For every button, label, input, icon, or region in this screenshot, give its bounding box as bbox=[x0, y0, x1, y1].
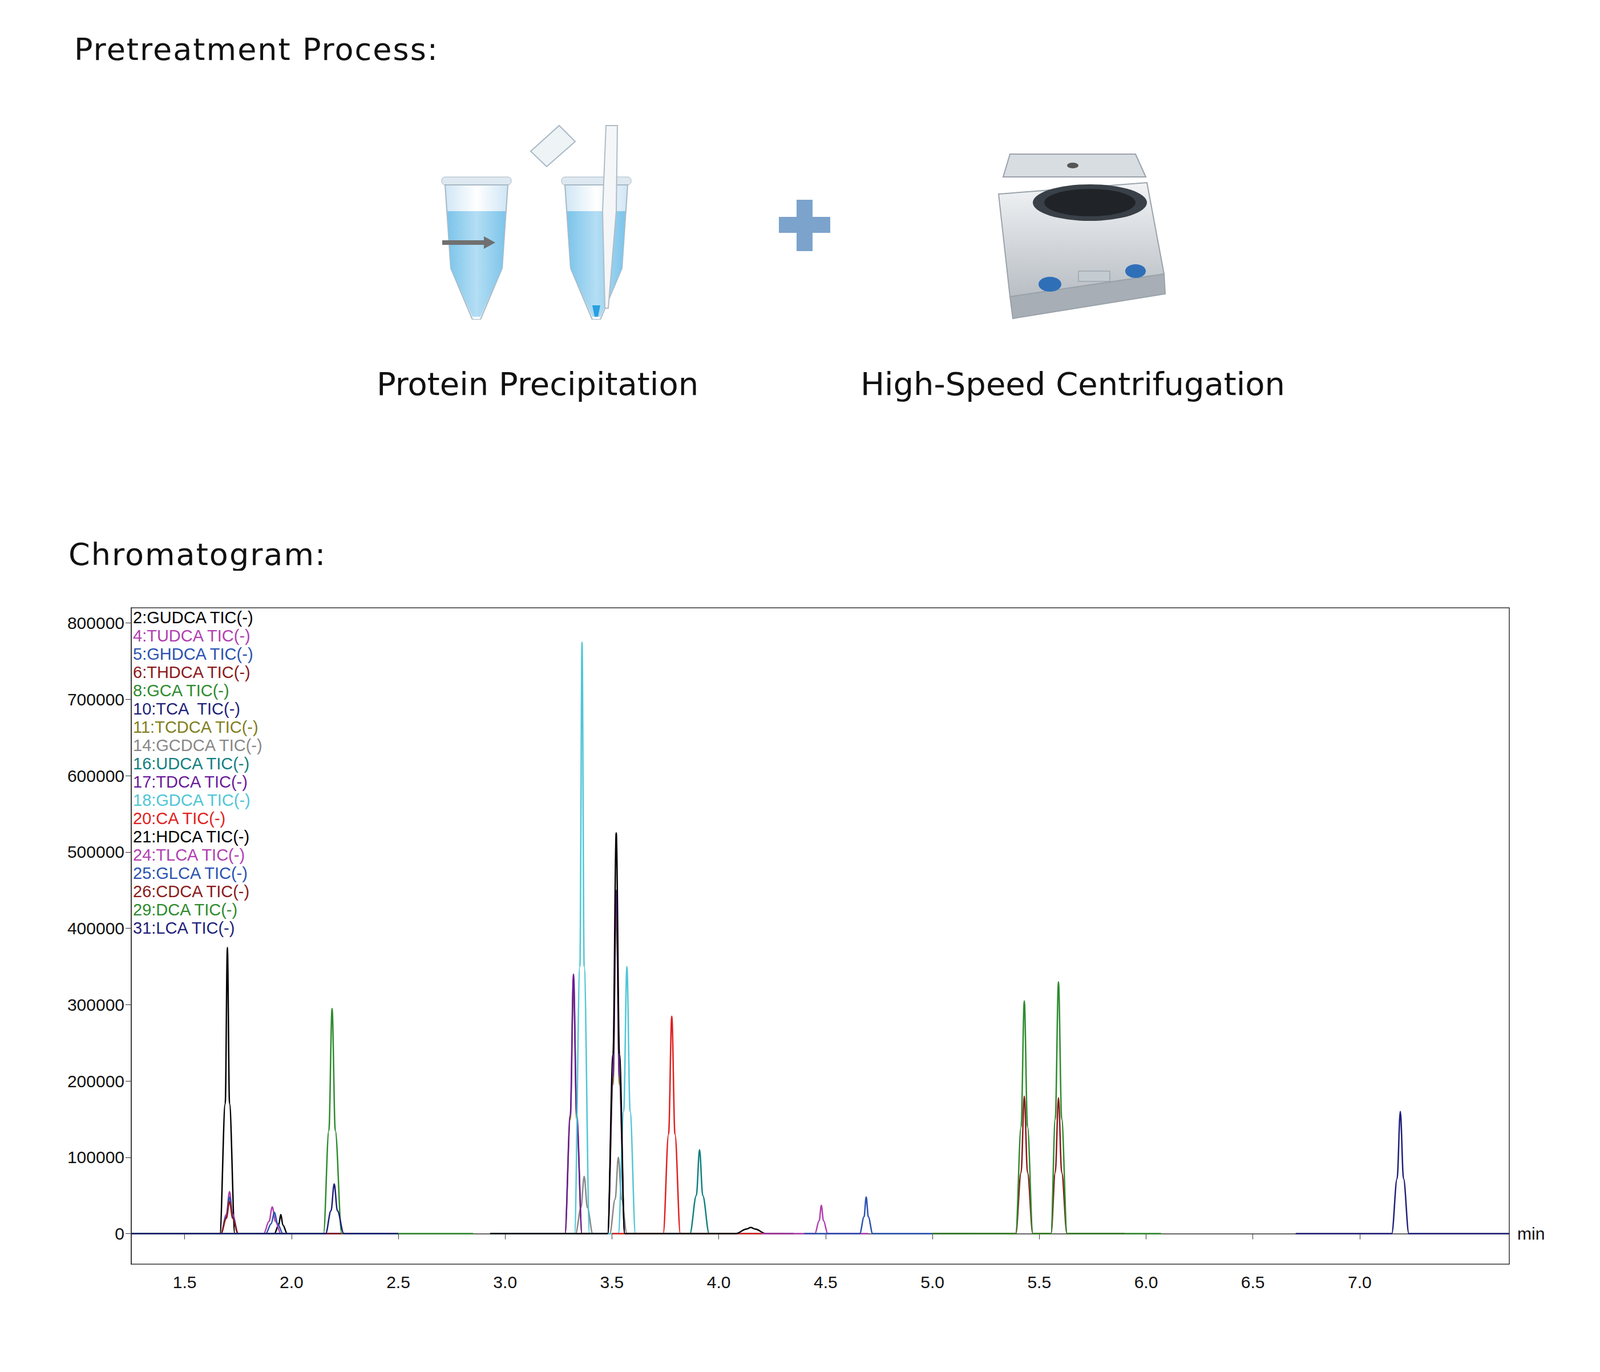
svg-text:14:GCDCA TIC(-): 14:GCDCA TIC(-) bbox=[132, 736, 263, 755]
svg-text:10:TCA TIC(-): 10:TCA TIC(-) bbox=[132, 699, 241, 718]
svg-text:8:GCA TIC(-): 8:GCA TIC(-) bbox=[132, 681, 230, 700]
svg-text:4.0: 4.0 bbox=[706, 1272, 731, 1292]
svg-text:7.0: 7.0 bbox=[1347, 1272, 1372, 1292]
svg-text:200000: 200000 bbox=[67, 1071, 125, 1091]
svg-text:5.5: 5.5 bbox=[1027, 1272, 1052, 1292]
svg-text:31:LCA TIC(-): 31:LCA TIC(-) bbox=[132, 918, 235, 937]
svg-text:800000: 800000 bbox=[67, 613, 125, 633]
svg-text:3.0: 3.0 bbox=[493, 1272, 517, 1292]
svg-text:2:GUDCA TIC(-): 2:GUDCA TIC(-) bbox=[132, 608, 254, 627]
svg-text:100000: 100000 bbox=[67, 1147, 125, 1167]
svg-text:11:TCDCA TIC(-): 11:TCDCA TIC(-) bbox=[132, 717, 259, 737]
svg-text:3.5: 3.5 bbox=[600, 1272, 625, 1292]
svg-text:6:THDCA TIC(-): 6:THDCA TIC(-) bbox=[132, 663, 251, 682]
svg-text:300000: 300000 bbox=[67, 995, 125, 1014]
svg-text:5.0: 5.0 bbox=[920, 1272, 945, 1292]
svg-text:20:CA TIC(-): 20:CA TIC(-) bbox=[132, 809, 226, 828]
svg-text:18:GDCA TIC(-): 18:GDCA TIC(-) bbox=[132, 790, 251, 810]
svg-text:700000: 700000 bbox=[67, 689, 125, 709]
svg-text:26:CDCA TIC(-): 26:CDCA TIC(-) bbox=[132, 882, 250, 901]
svg-text:25:GLCA TIC(-): 25:GLCA TIC(-) bbox=[132, 863, 248, 883]
svg-text:400000: 400000 bbox=[67, 918, 125, 938]
svg-text:17:TDCA TIC(-): 17:TDCA TIC(-) bbox=[132, 772, 248, 791]
svg-text:600000: 600000 bbox=[67, 766, 125, 786]
svg-text:min: min bbox=[1517, 1223, 1545, 1243]
svg-text:1.5: 1.5 bbox=[172, 1272, 197, 1292]
svg-text:5:GHDCA TIC(-): 5:GHDCA TIC(-) bbox=[132, 644, 254, 664]
svg-text:500000: 500000 bbox=[67, 842, 125, 862]
svg-text:2.5: 2.5 bbox=[386, 1272, 411, 1292]
html-text:Protein Precipitation: Protein Precipitation bbox=[376, 365, 699, 403]
svg-text:4.5: 4.5 bbox=[813, 1272, 838, 1292]
svg-text:4:TUDCA TIC(-): 4:TUDCA TIC(-) bbox=[132, 626, 251, 645]
html-text:Chromatogram:: Chromatogram: bbox=[68, 536, 327, 573]
svg-text:6.0: 6.0 bbox=[1134, 1272, 1159, 1292]
svg-text:0: 0 bbox=[114, 1223, 125, 1243]
svg-text:21:HDCA TIC(-): 21:HDCA TIC(-) bbox=[132, 827, 250, 846]
svg-text:24:TLCA TIC(-): 24:TLCA TIC(-) bbox=[132, 845, 245, 864]
svg-text:29:DCA TIC(-): 29:DCA TIC(-) bbox=[132, 900, 238, 919]
html-text:Pretreatment Process:: Pretreatment Process: bbox=[74, 31, 439, 68]
svg-text:16:UDCA TIC(-): 16:UDCA TIC(-) bbox=[132, 754, 250, 773]
svg-text:2.0: 2.0 bbox=[279, 1272, 304, 1292]
html-text:High-Speed Centrifugation: High-Speed Centrifugation bbox=[860, 365, 1286, 403]
svg-text:6.5: 6.5 bbox=[1241, 1272, 1266, 1292]
